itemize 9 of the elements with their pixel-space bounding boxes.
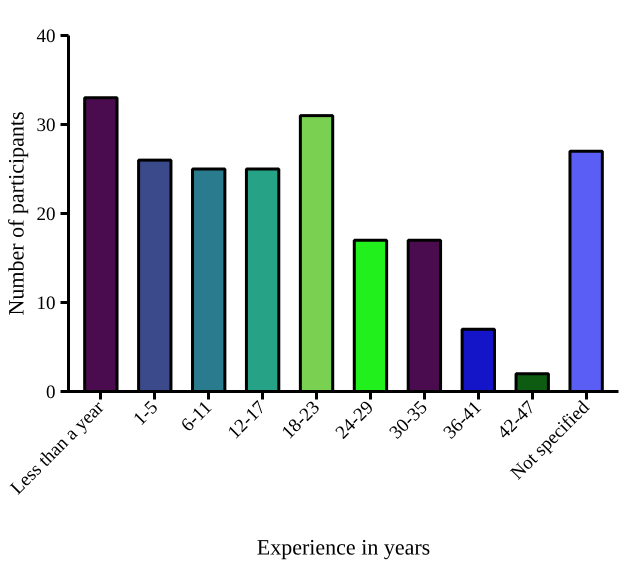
y-tick-label: 30 bbox=[36, 115, 56, 136]
y-axis-title: Number of participants bbox=[4, 111, 28, 316]
x-tick-label: 6-11 bbox=[177, 397, 216, 436]
x-axis-title: Experience in years bbox=[256, 534, 430, 560]
y-tick-label: 10 bbox=[36, 293, 56, 314]
y-tick-label: 0 bbox=[46, 382, 56, 403]
x-tick-label: 1-5 bbox=[129, 397, 162, 430]
y-tick-label: 20 bbox=[36, 204, 56, 225]
y-tick-label: 40 bbox=[36, 26, 56, 47]
